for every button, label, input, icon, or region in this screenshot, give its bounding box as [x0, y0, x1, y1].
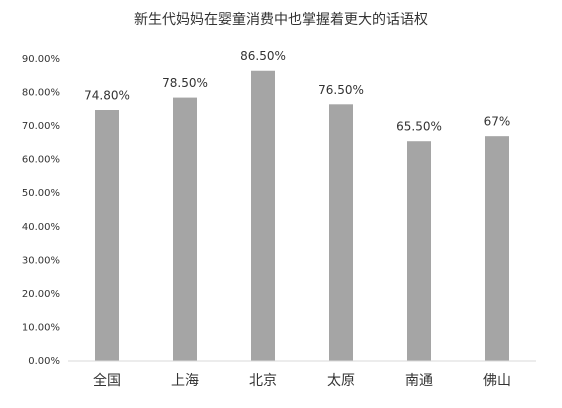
x-tick-label: 上海	[171, 373, 199, 389]
y-tick-label: 80.00%	[22, 88, 60, 99]
bar	[251, 70, 275, 361]
x-tick-label: 北京	[249, 373, 277, 389]
y-tick-label: 50.00%	[22, 188, 60, 199]
bar	[95, 110, 119, 361]
value-label: 76.50%	[318, 83, 364, 97]
y-tick-label: 40.00%	[22, 222, 60, 233]
y-tick-label: 30.00%	[22, 255, 60, 266]
x-tick-label: 太原	[327, 373, 355, 389]
y-tick-label: 90.00%	[22, 54, 60, 65]
value-label: 86.50%	[240, 49, 286, 63]
value-label: 65.50%	[396, 120, 442, 134]
value-label: 74.80%	[84, 89, 130, 103]
bar	[173, 97, 197, 361]
y-tick-label: 10.00%	[22, 322, 60, 333]
y-tick-label: 20.00%	[22, 289, 60, 300]
chart-title: 新生代妈妈在婴童消费中也掌握着更大的话语权	[134, 11, 428, 28]
x-tick-label: 南通	[405, 373, 433, 389]
bar	[485, 136, 509, 361]
y-tick-label: 70.00%	[22, 121, 60, 132]
y-tick-label: 60.00%	[22, 155, 60, 166]
bar	[329, 104, 353, 362]
y-tick-label: 0.00%	[28, 356, 60, 367]
x-tick-label: 佛山	[483, 373, 511, 389]
x-tick-label: 全国	[93, 372, 121, 389]
value-label: 67%	[484, 115, 511, 129]
bar	[407, 141, 431, 361]
value-label: 78.50%	[162, 76, 208, 90]
